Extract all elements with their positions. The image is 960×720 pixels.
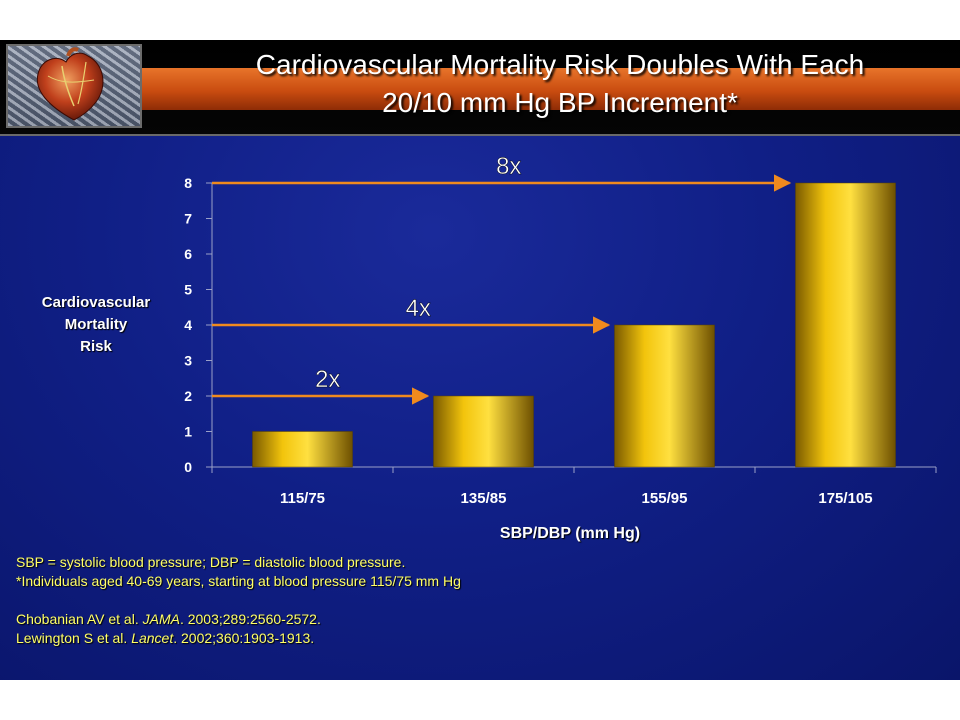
title-bar: Cardiovascular Mortality Risk Doubles Wi… [0,40,960,136]
annotation-label: 8x [496,153,521,180]
x-tick-label: 175/105 [818,490,872,507]
title-line-2: 20/10 mm Hg BP Increment* [382,87,738,118]
reference-chobanian-citation: . 2003;289:2560-2572. [179,611,321,627]
x-tick-label: 115/75 [280,490,325,507]
heart-illustration-icon [6,44,142,128]
slide: Cardiovascular Mortality Risk Doubles Wi… [0,40,960,680]
reference-chobanian-journal: JAMA [142,611,180,627]
reference-chobanian: Chobanian AV et al. JAMA. 2003;289:2560-… [16,610,916,629]
y-tick-label: 3 [184,353,192,369]
title-divider [0,134,960,136]
y-tick-label: 4 [184,317,192,333]
y-tick-label: 1 [184,424,192,440]
reference-lewington-authors: Lewington S et al. [16,630,132,646]
annotation-label: 2x [315,366,340,393]
reference-lewington-citation: . 2002;360:1903-1913. [173,630,315,646]
y-axis-label: Cardiovascular Mortality Risk [14,292,178,358]
x-tick-label: 155/95 [642,490,688,507]
slide-title: Cardiovascular Mortality Risk Doubles Wi… [170,46,950,122]
reference-lewington: Lewington S et al. Lancet. 2002;360:1903… [16,629,916,648]
footnote-abbreviations: SBP = systolic blood pressure; DBP = dia… [16,554,406,570]
reference-chobanian-authors: Chobanian AV et al. [16,611,143,627]
y-tick-label: 2 [184,388,192,404]
bar [614,324,715,468]
bar [795,182,896,468]
y-tick-label: 8 [184,175,192,191]
title-line-1: Cardiovascular Mortality Risk Doubles Wi… [255,49,865,80]
y-tick-label: 0 [184,459,192,475]
y-tick-label: 5 [184,282,192,298]
reference-lewington-journal: Lancet [131,630,174,646]
y-axis-label-line-2: Mortality [64,316,128,333]
y-tick-label: 7 [184,211,192,227]
x-tick-label: 135/85 [461,490,507,507]
y-tick-label: 6 [184,246,192,262]
title-stripe [140,68,960,110]
y-axis-label-line-1: Cardiovascular [41,294,151,311]
footnote-population: *Individuals aged 40-69 years, starting … [16,573,461,589]
annotation-label: 4x [406,295,431,322]
bar [252,431,353,468]
y-axis-label-line-3: Risk [80,338,112,355]
bar-chart: 0 1 2 3 4 5 6 7 8 115/75 135/85 155/95 175/105 2x 4x 8… [184,153,937,507]
footnotes: SBP = systolic blood pressure; DBP = dia… [16,553,916,648]
x-axis-label: SBP/DBP (mm Hg) [499,525,641,542]
bar [433,395,534,468]
